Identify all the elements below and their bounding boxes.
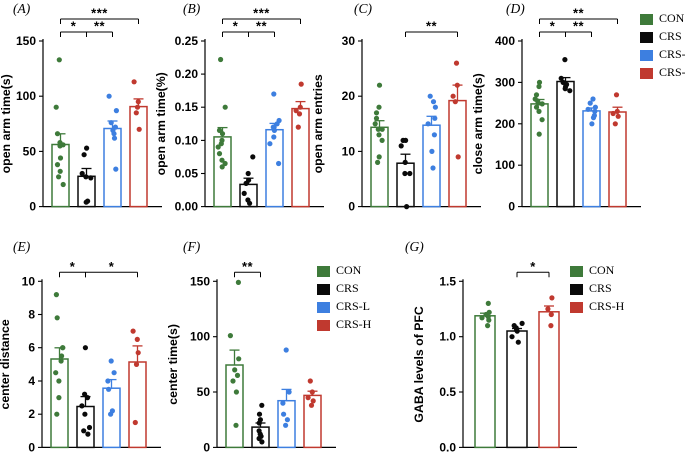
svg-text:GABA levels of PFC: GABA levels of PFC	[412, 306, 426, 423]
svg-text:*: *	[109, 259, 115, 274]
svg-text:4: 4	[28, 374, 35, 388]
svg-text:0: 0	[204, 440, 211, 453]
svg-text:100: 100	[190, 330, 210, 344]
svg-text:**: **	[242, 259, 254, 274]
svg-text:6: 6	[28, 341, 35, 355]
svg-text:50: 50	[197, 385, 211, 399]
svg-text:*: *	[70, 259, 76, 274]
svg-text:center distance: center distance	[0, 319, 12, 409]
svg-text:10: 10	[22, 274, 36, 288]
svg-text:1.5: 1.5	[439, 274, 456, 288]
svg-text:150: 150	[190, 274, 210, 288]
svg-text:2: 2	[28, 407, 35, 421]
svg-text:0.5: 0.5	[439, 385, 456, 399]
svg-text:1.0: 1.0	[439, 330, 456, 344]
svg-text:0.0: 0.0	[439, 440, 456, 453]
svg-text:center time(s): center time(s)	[166, 324, 180, 405]
svg-text:0: 0	[28, 440, 35, 453]
svg-text:8: 8	[28, 308, 35, 322]
svg-text:*: *	[530, 259, 536, 274]
